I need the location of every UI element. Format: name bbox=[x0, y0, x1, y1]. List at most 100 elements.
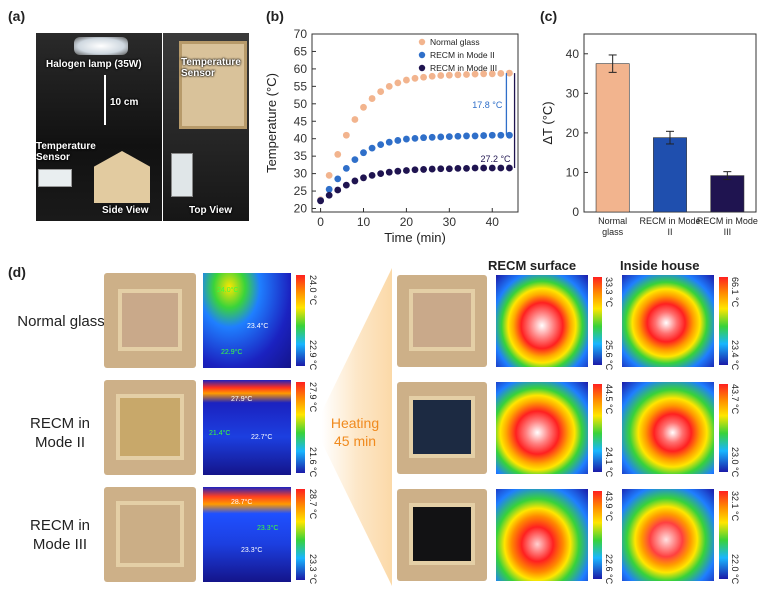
plot-frame bbox=[311, 33, 519, 213]
data-point bbox=[325, 171, 333, 179]
panel-d-label: (d) bbox=[8, 264, 26, 280]
data-point bbox=[506, 69, 513, 77]
data-point bbox=[360, 149, 367, 157]
colorbar-normal-surface bbox=[593, 277, 602, 365]
y-tick-label: 45 bbox=[294, 114, 308, 128]
data-point bbox=[488, 70, 496, 78]
thermal-normal-inside bbox=[622, 275, 714, 367]
y-tick-label: 70 bbox=[294, 27, 308, 41]
data-point bbox=[325, 191, 333, 199]
side-view-photo: Halogen lamp (35W) 10 cm Temperature Sen… bbox=[36, 33, 162, 221]
data-point bbox=[445, 133, 453, 141]
x-tick-label: 20 bbox=[400, 215, 414, 229]
data-point bbox=[342, 181, 350, 189]
data-point bbox=[420, 134, 427, 142]
y-tick-label: 0 bbox=[572, 205, 579, 219]
data-point bbox=[377, 170, 385, 178]
data-point bbox=[325, 185, 333, 193]
x-tick-label: 30 bbox=[443, 215, 457, 229]
data-point bbox=[368, 171, 376, 179]
y-tick-label: 20 bbox=[294, 202, 308, 216]
top-sensor-display bbox=[171, 153, 193, 197]
distance-arrow bbox=[104, 75, 106, 125]
data-point bbox=[497, 164, 505, 172]
thermal-mode-ii-before: 27.9°C 21.4°C 22.7°C bbox=[203, 380, 291, 475]
data-point bbox=[437, 133, 445, 141]
y-tick-label: 40 bbox=[294, 132, 308, 146]
photo-normal-before bbox=[104, 273, 196, 368]
x-tick-label: 0 bbox=[317, 215, 324, 229]
scale-max: 27.9 °C bbox=[308, 382, 318, 413]
data-point bbox=[385, 82, 393, 90]
scale-min: 23.3 °C bbox=[308, 554, 318, 585]
thermal-mode-ii-surface bbox=[496, 382, 588, 474]
data-point bbox=[394, 167, 402, 175]
row-label-normal-glass: Normal glass bbox=[17, 313, 105, 330]
header-recm-surface: RECM surface bbox=[488, 258, 577, 273]
thermal-normal-surface bbox=[496, 275, 588, 367]
data-point bbox=[317, 197, 324, 205]
data-point bbox=[471, 70, 479, 78]
photo-mode-iii-before bbox=[104, 487, 196, 582]
data-point bbox=[454, 71, 462, 79]
colorbar-mode-ii-inside bbox=[719, 384, 728, 472]
colorbar-mode-iii-before bbox=[296, 489, 305, 580]
data-point bbox=[403, 167, 410, 174]
delta-t-chart: 0 10 20 30 40 ΔT (°C) Normal glass RECM in Mode I… bbox=[540, 33, 758, 237]
y-tick-label: 25 bbox=[294, 184, 308, 198]
scale-max: 43.7 °C bbox=[730, 384, 740, 415]
data-point bbox=[385, 138, 393, 146]
data-point bbox=[411, 134, 419, 142]
side-sensor-label: Temperature Sensor bbox=[36, 141, 96, 163]
photo-mode-ii-before bbox=[104, 380, 196, 475]
data-point bbox=[334, 186, 342, 194]
legend-label: RECM in Mode III bbox=[430, 63, 497, 73]
scale-min: 22.6 °C bbox=[604, 554, 614, 585]
data-point bbox=[420, 73, 427, 81]
data-point bbox=[351, 177, 359, 185]
model-house bbox=[94, 151, 150, 203]
data-point bbox=[428, 165, 436, 173]
scale-min: 23.4 °C bbox=[730, 340, 740, 371]
y-tick-label: 10 bbox=[566, 165, 580, 179]
data-point bbox=[403, 135, 410, 143]
temperature-chart: 0 10 20 30 40 20 25 30 35 40 45 50 55 60 65 70 Time (min… bbox=[264, 27, 519, 245]
bar bbox=[595, 63, 630, 213]
data-point bbox=[497, 131, 505, 139]
data-point bbox=[437, 72, 445, 79]
photo-mode-ii-after bbox=[397, 382, 487, 474]
y-tick-label: 20 bbox=[566, 126, 580, 140]
data-point bbox=[480, 132, 488, 139]
panel-b-label: (b) bbox=[266, 8, 284, 24]
data-point bbox=[463, 132, 470, 140]
y-axis-label: ΔT (°C) bbox=[540, 101, 555, 144]
scale-max: 32.1 °C bbox=[730, 491, 740, 522]
data-point bbox=[368, 95, 376, 102]
thermal-mode-iii-surface bbox=[496, 489, 588, 581]
thermal-normal-before: 24.0°C 23.4°C 22.9°C bbox=[203, 273, 291, 368]
y-tick-label: 55 bbox=[294, 79, 308, 93]
data-point bbox=[351, 156, 359, 164]
y-tick-label: 30 bbox=[566, 86, 580, 100]
data-point bbox=[428, 133, 436, 141]
data-point bbox=[454, 164, 462, 172]
legend-marker bbox=[418, 64, 426, 72]
scale-min: 25.6 °C bbox=[604, 340, 614, 371]
halogen-lamp bbox=[74, 37, 128, 55]
header-inside-house: Inside house bbox=[620, 258, 700, 273]
data-point bbox=[377, 141, 385, 149]
x-axis-label: Time (min) bbox=[384, 230, 446, 245]
data-point bbox=[360, 103, 367, 111]
legend-marker bbox=[418, 51, 426, 59]
y-tick-label: 60 bbox=[294, 62, 308, 76]
photo-mode-iii-after bbox=[397, 489, 487, 581]
y-tick-label: 65 bbox=[294, 44, 308, 58]
data-point bbox=[334, 151, 342, 158]
data-point bbox=[480, 164, 488, 172]
side-view-label: Side View bbox=[102, 205, 149, 216]
y-tick-label: 40 bbox=[566, 47, 580, 61]
thermal-mode-iii-inside bbox=[622, 489, 714, 581]
thermal-mode-iii-before: 28.7°C 23.3°C 23.3°C bbox=[203, 487, 291, 582]
scale-min: 23.0 °C bbox=[730, 447, 740, 478]
bar bbox=[710, 175, 745, 213]
